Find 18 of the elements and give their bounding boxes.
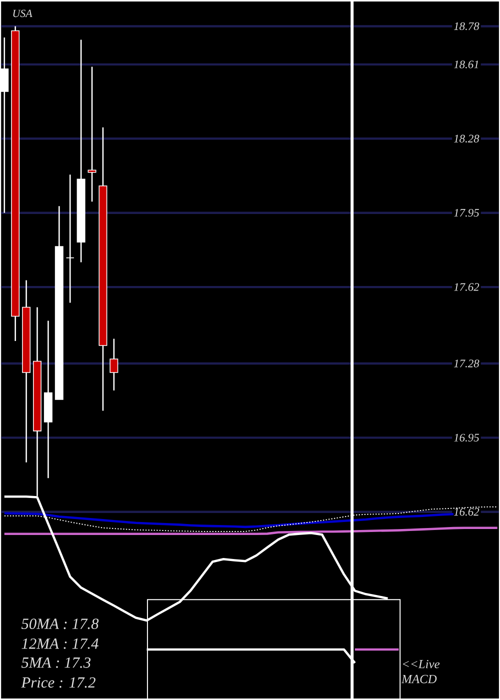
candlestick bbox=[88, 66, 96, 202]
y-tick-label: 17.95 bbox=[454, 208, 479, 217]
candlestick bbox=[110, 338, 118, 392]
annotation: <<Live MACD bbox=[401, 660, 440, 684]
text: USA bbox=[13, 10, 32, 18]
candlestick bbox=[0, 36, 9, 214]
y-tick-label: 16.95 bbox=[454, 434, 479, 442]
annotation: 12MA : 17.4 bbox=[22, 638, 98, 649]
candlestick bbox=[66, 174, 74, 304]
annotation: Price : 17.2 bbox=[21, 677, 96, 688]
y-tick-label: 17.28 bbox=[454, 360, 480, 368]
y-tick-label: 18.28 bbox=[454, 134, 480, 143]
y-tick-label: 18.78 bbox=[454, 22, 480, 30]
y-tick-label: 16.62 bbox=[454, 508, 480, 516]
y-tick-label: 18.61 bbox=[454, 60, 478, 68]
annotation: 5MA : 17.3 bbox=[21, 657, 91, 668]
y-tick-label: 17.62 bbox=[454, 283, 480, 291]
annotation: 50MA : 17.8 bbox=[21, 618, 99, 630]
